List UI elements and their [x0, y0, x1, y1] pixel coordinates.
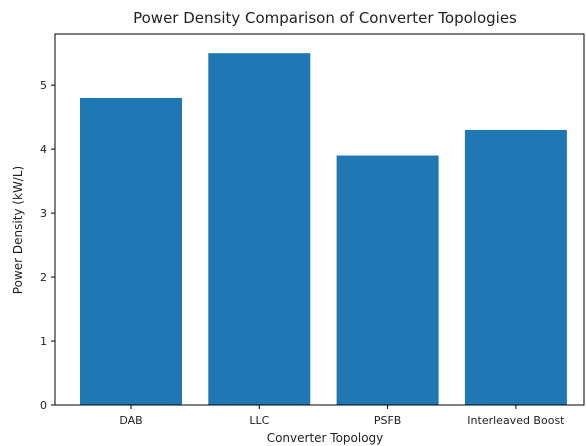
x-tick-label: PSFB: [374, 414, 402, 427]
chart-title: Power Density Comparison of Converter To…: [133, 9, 517, 27]
y-tick-label: 4: [40, 143, 47, 156]
x-axis: DAB LLC PSFB Interleaved Boost: [119, 405, 565, 427]
y-tick-label: 0: [40, 399, 47, 412]
bar-psfb: [336, 155, 439, 405]
x-axis-label: Converter Topology: [267, 431, 384, 445]
plot-frame: [54, 33, 585, 406]
bars-group: [80, 53, 567, 405]
y-axis: 0 1 2 3 4 5: [40, 79, 55, 412]
x-tick-label: Interleaved Boost: [467, 414, 565, 427]
y-tick-label: 3: [40, 207, 47, 220]
y-tick-label: 2: [40, 271, 47, 284]
x-tick-label: LLC: [249, 414, 269, 427]
y-tick-label: 1: [40, 335, 47, 348]
bar-dab: [80, 97, 182, 405]
bar-llc: [208, 53, 311, 405]
y-axis-label: Power Density (kW/L): [11, 166, 25, 294]
x-tick-label: DAB: [119, 414, 142, 427]
y-tick-label: 5: [40, 79, 47, 92]
bar-interleaved-boost: [464, 129, 567, 405]
